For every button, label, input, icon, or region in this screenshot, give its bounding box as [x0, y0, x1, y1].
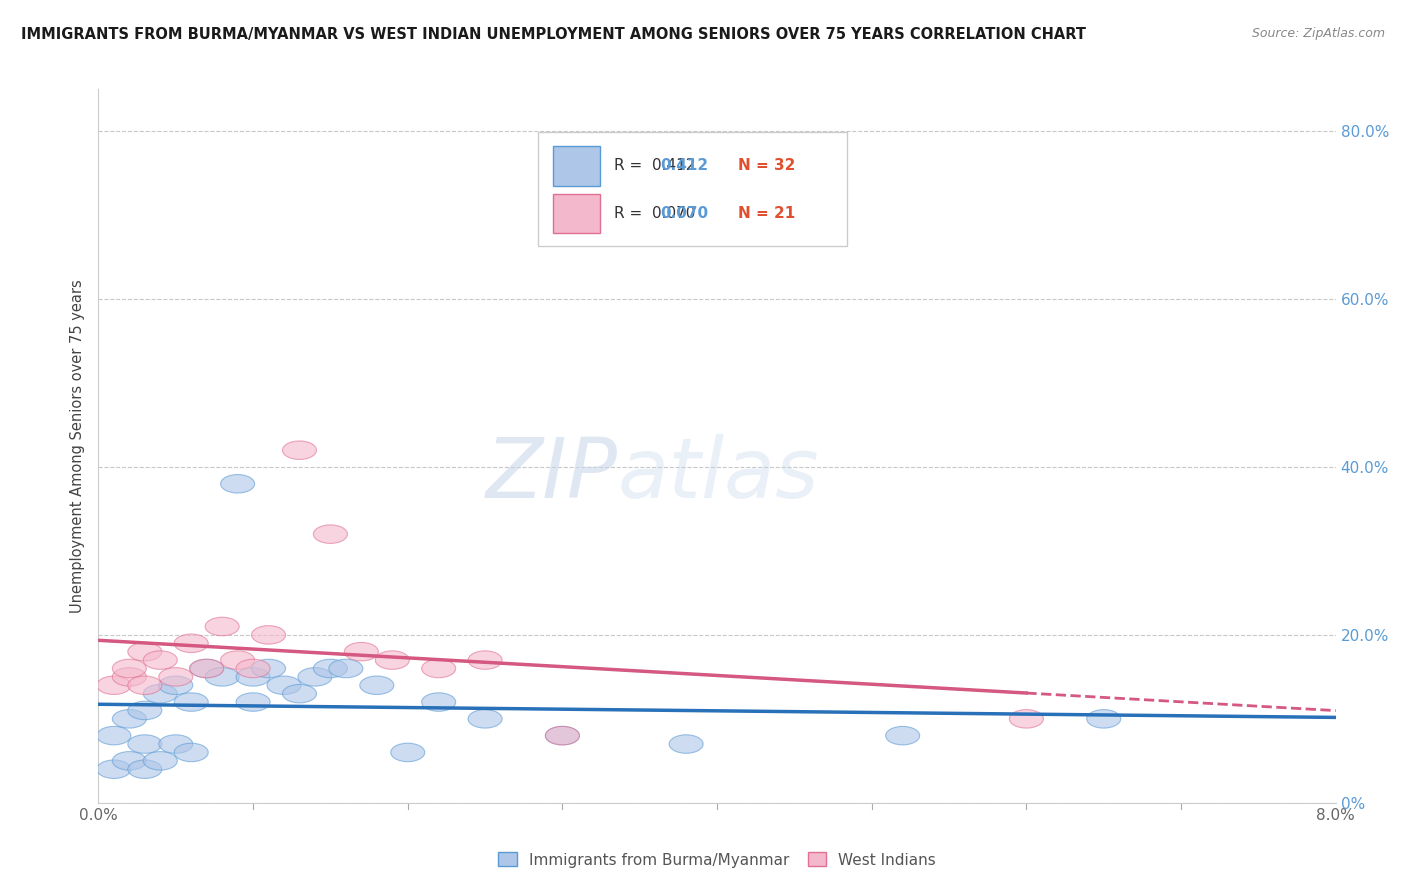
Ellipse shape — [143, 684, 177, 703]
Ellipse shape — [190, 659, 224, 678]
Ellipse shape — [128, 735, 162, 753]
Ellipse shape — [128, 642, 162, 661]
Ellipse shape — [283, 441, 316, 459]
Ellipse shape — [159, 676, 193, 695]
Ellipse shape — [97, 726, 131, 745]
Ellipse shape — [344, 642, 378, 661]
Ellipse shape — [112, 752, 146, 770]
Ellipse shape — [221, 475, 254, 493]
Legend: Immigrants from Burma/Myanmar, West Indians: Immigrants from Burma/Myanmar, West Indi… — [492, 847, 942, 873]
Text: IMMIGRANTS FROM BURMA/MYANMAR VS WEST INDIAN UNEMPLOYMENT AMONG SENIORS OVER 75 : IMMIGRANTS FROM BURMA/MYANMAR VS WEST IN… — [21, 27, 1085, 42]
Ellipse shape — [128, 760, 162, 779]
Ellipse shape — [886, 726, 920, 745]
Ellipse shape — [267, 676, 301, 695]
Text: R =  0.070: R = 0.070 — [614, 206, 696, 221]
FancyBboxPatch shape — [553, 146, 599, 186]
Ellipse shape — [128, 676, 162, 695]
Y-axis label: Unemployment Among Seniors over 75 years: Unemployment Among Seniors over 75 years — [70, 279, 86, 613]
Ellipse shape — [375, 651, 409, 669]
Ellipse shape — [221, 651, 254, 669]
Ellipse shape — [159, 667, 193, 686]
Ellipse shape — [128, 701, 162, 720]
Ellipse shape — [360, 676, 394, 695]
Ellipse shape — [174, 634, 208, 653]
Ellipse shape — [468, 710, 502, 728]
Ellipse shape — [422, 693, 456, 711]
Ellipse shape — [546, 726, 579, 745]
Ellipse shape — [1010, 710, 1043, 728]
Ellipse shape — [236, 693, 270, 711]
Ellipse shape — [298, 667, 332, 686]
Ellipse shape — [174, 693, 208, 711]
Ellipse shape — [205, 617, 239, 636]
Text: 0.412: 0.412 — [661, 158, 709, 173]
Ellipse shape — [252, 625, 285, 644]
Ellipse shape — [159, 735, 193, 753]
Ellipse shape — [391, 743, 425, 762]
Ellipse shape — [205, 667, 239, 686]
Text: Source: ZipAtlas.com: Source: ZipAtlas.com — [1251, 27, 1385, 40]
Ellipse shape — [236, 667, 270, 686]
Text: 0.070: 0.070 — [661, 206, 709, 221]
Ellipse shape — [112, 659, 146, 678]
FancyBboxPatch shape — [553, 194, 599, 234]
Ellipse shape — [174, 743, 208, 762]
Ellipse shape — [422, 659, 456, 678]
Ellipse shape — [112, 667, 146, 686]
Ellipse shape — [112, 710, 146, 728]
Ellipse shape — [546, 726, 579, 745]
Ellipse shape — [143, 651, 177, 669]
Ellipse shape — [669, 735, 703, 753]
Ellipse shape — [314, 659, 347, 678]
Text: N = 32: N = 32 — [738, 158, 796, 173]
Text: ZIP: ZIP — [486, 434, 619, 515]
Ellipse shape — [97, 676, 131, 695]
Ellipse shape — [329, 659, 363, 678]
Text: atlas: atlas — [619, 434, 820, 515]
FancyBboxPatch shape — [537, 132, 846, 246]
Ellipse shape — [1087, 710, 1121, 728]
Ellipse shape — [468, 651, 502, 669]
Ellipse shape — [143, 752, 177, 770]
Ellipse shape — [97, 760, 131, 779]
Text: N = 21: N = 21 — [738, 206, 796, 221]
Ellipse shape — [314, 524, 347, 543]
Ellipse shape — [190, 659, 224, 678]
Ellipse shape — [283, 684, 316, 703]
Ellipse shape — [236, 659, 270, 678]
Ellipse shape — [252, 659, 285, 678]
Text: R =  0.412: R = 0.412 — [614, 158, 696, 173]
